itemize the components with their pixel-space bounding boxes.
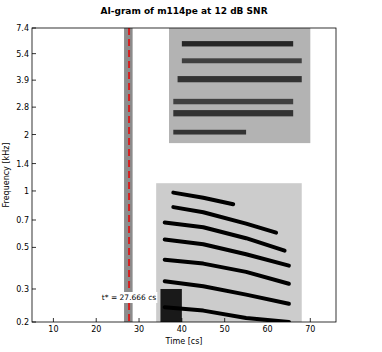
plot-frame xyxy=(32,28,336,322)
x-tick xyxy=(267,318,268,322)
x-tick-label: 70 xyxy=(305,325,315,334)
y-tick-label: 0.3 xyxy=(16,285,29,294)
y-tick-label: 0.7 xyxy=(16,216,29,225)
y-tick xyxy=(32,288,36,289)
x-tick-label: 30 xyxy=(134,325,144,334)
intensity-region xyxy=(173,99,293,104)
x-tick-label: 20 xyxy=(91,325,101,334)
y-tick xyxy=(32,134,36,135)
annotation-label: t* = 27.666 cs xyxy=(102,293,156,302)
label-patch xyxy=(101,292,157,303)
y-tick-label: 0.2 xyxy=(16,318,29,327)
y-tick-label: 3.9 xyxy=(16,76,29,85)
y-tick xyxy=(32,220,36,221)
chart: 10 20 30 40 50 60 70 0.2 0.3 0.5 0.7 1 1.4 2 2.8 3.9 5.4… xyxy=(0,0,382,352)
harmonic-track xyxy=(165,307,289,322)
y-tick xyxy=(32,107,36,108)
x-tick xyxy=(310,318,311,322)
x-tick-label: 40 xyxy=(177,325,187,334)
y-tick xyxy=(32,163,36,164)
x-tick-label: 10 xyxy=(48,325,58,334)
y-tick xyxy=(32,247,36,248)
intensity-region xyxy=(124,28,133,322)
y-tick-label: 2 xyxy=(24,131,29,140)
harmonic-track xyxy=(173,207,276,233)
y-tick xyxy=(32,53,36,54)
intensity-region xyxy=(182,41,293,46)
intensity-region xyxy=(169,28,310,143)
harmonic-track xyxy=(165,281,289,304)
intensity-region xyxy=(173,130,246,135)
intensity-region xyxy=(156,183,302,322)
y-tick xyxy=(32,190,36,191)
y-tick-label: 1.4 xyxy=(16,160,29,169)
intensity-region xyxy=(182,58,302,63)
harmonic-track xyxy=(173,193,233,205)
x-tick xyxy=(139,318,140,322)
y-tick-label: 0.5 xyxy=(16,243,29,252)
y-axis-title: Frequency [kHz] xyxy=(2,143,11,208)
harmonic-track xyxy=(165,240,289,266)
x-tick xyxy=(181,318,182,322)
harmonic-track xyxy=(165,222,285,250)
y-tick xyxy=(32,80,36,81)
x-tick xyxy=(53,318,54,322)
x-tick xyxy=(224,318,225,322)
y-tick-label: 7.4 xyxy=(16,24,29,33)
y-tick-label: 2.8 xyxy=(16,103,29,112)
intensity-region xyxy=(178,76,302,82)
x-axis-title: Time [cs] xyxy=(165,337,203,346)
intensity-region xyxy=(173,110,293,116)
plot-area xyxy=(124,28,310,322)
y-tick-label: 1 xyxy=(24,187,29,196)
y-tick xyxy=(32,322,36,323)
y-tick xyxy=(32,28,36,29)
x-tick xyxy=(96,318,97,322)
x-tick-label: 50 xyxy=(220,325,230,334)
chart-title: AI-gram of m114pe at 12 dB SNR xyxy=(100,6,267,16)
event-line xyxy=(128,28,130,322)
harmonic-track xyxy=(165,260,289,284)
y-tick-label: 5.4 xyxy=(16,50,29,59)
x-tick-label: 60 xyxy=(262,325,272,334)
